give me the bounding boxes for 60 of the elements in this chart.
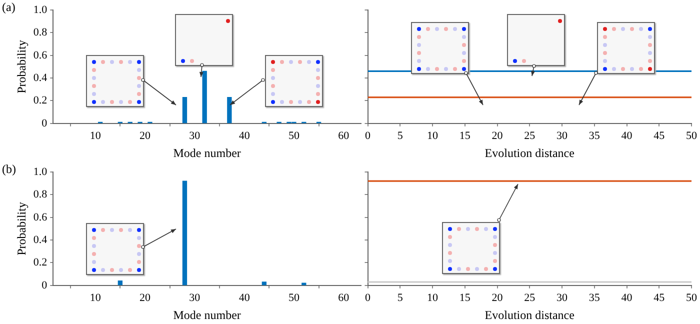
y-tick-label: 0.4 — [33, 234, 48, 246]
x-tick-label: 35 — [588, 292, 600, 304]
x-tick-label: 0 — [365, 130, 371, 142]
x-tick-label: 20 — [140, 292, 152, 304]
x-tick-label: 10 — [90, 130, 102, 142]
x-tick-label: 40 — [621, 292, 633, 304]
x-tick-label: 60 — [338, 130, 350, 142]
y-tick-label: 1.0 — [33, 166, 48, 178]
x-tick-label: 15 — [459, 292, 471, 304]
y-axis-title: Probability — [14, 40, 28, 94]
x-tick-label: 40 — [621, 130, 633, 142]
y-tick-label: 0.8 — [33, 26, 48, 39]
y-tick-label: 1.0 — [33, 4, 48, 16]
x-tick-label: 60 — [338, 292, 350, 304]
bar — [182, 96, 188, 124]
x-axis-title: Mode number — [173, 308, 241, 322]
x-tick-label: 40 — [238, 292, 250, 304]
x-tick-label: 15 — [459, 130, 471, 142]
x-tick-label: 20 — [140, 130, 152, 142]
y-axis-title: Probability — [14, 202, 28, 256]
bar — [182, 180, 188, 286]
x-tick-label: 45 — [654, 292, 666, 304]
x-tick-label: 20 — [492, 292, 504, 304]
x-tick-label: 0 — [365, 292, 371, 304]
x-tick-label: 50 — [686, 130, 698, 142]
x-tick-label: 25 — [524, 130, 536, 142]
x-axis-title: Mode number — [173, 146, 241, 160]
x-tick-label: 50 — [288, 130, 300, 142]
y-tick-label: 0 — [42, 117, 48, 130]
x-tick-label: 50 — [288, 292, 300, 304]
x-tick-label: 5 — [397, 292, 404, 304]
x-tick-label: 25 — [524, 292, 536, 304]
bar — [202, 70, 207, 124]
y-tick-label: 0.2 — [33, 94, 48, 107]
x-tick-label: 10 — [427, 130, 438, 142]
x-tick-label: 30 — [189, 292, 201, 304]
y-tick-label: 0.8 — [33, 188, 48, 201]
y-tick-label: 0.2 — [33, 256, 48, 269]
x-tick-label: 5 — [397, 130, 404, 142]
y-tick-label: 0 — [42, 279, 48, 292]
chart-title: (a) — [2, 0, 16, 15]
bar — [118, 280, 123, 286]
x-tick-label: 30 — [189, 130, 201, 142]
x-tick-label: 45 — [654, 130, 666, 142]
x-tick-label: 30 — [556, 130, 568, 142]
x-tick-label: 30 — [556, 292, 568, 304]
y-tick-label: 0.4 — [33, 72, 48, 84]
x-axis-title: Evolution distance — [484, 308, 574, 322]
x-tick-label: 35 — [588, 130, 600, 142]
chart-title: (b) — [2, 162, 16, 177]
bar — [262, 282, 267, 286]
x-tick-label: 40 — [238, 130, 250, 142]
x-tick-label: 10 — [427, 292, 438, 304]
y-tick-label: 0.6 — [33, 49, 48, 62]
x-tick-label: 20 — [492, 130, 504, 142]
x-tick-label: 10 — [90, 292, 102, 304]
x-axis-title: Evolution distance — [484, 146, 574, 160]
bar — [227, 96, 232, 124]
y-tick-label: 0.6 — [33, 211, 48, 224]
x-tick-label: 50 — [686, 292, 698, 304]
